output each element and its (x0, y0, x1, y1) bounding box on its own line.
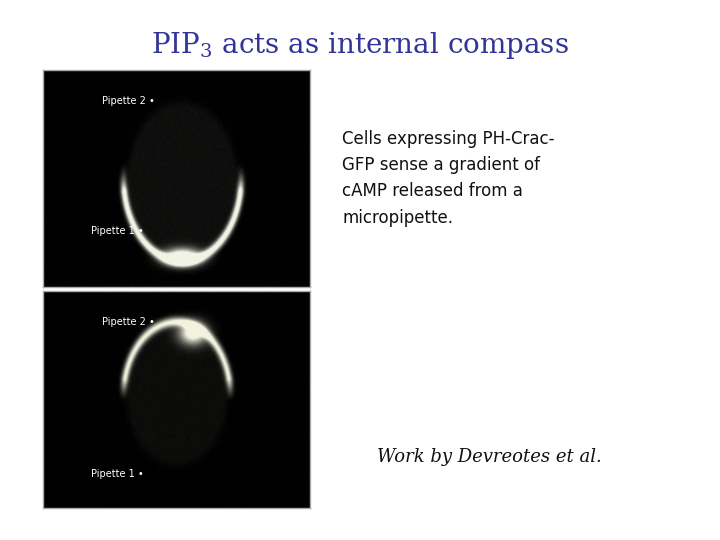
Text: Pipette 1 •: Pipette 1 • (91, 226, 144, 236)
Text: Work by Devreotes et al.: Work by Devreotes et al. (377, 448, 602, 466)
Text: Pipette 2 •: Pipette 2 • (102, 96, 155, 106)
Text: $\mathregular{PIP_3}$ acts as internal compass: $\mathregular{PIP_3}$ acts as internal c… (151, 30, 569, 60)
Text: Pipette 1 •: Pipette 1 • (91, 469, 144, 478)
Text: Cells expressing PH-Crac-
GFP sense a gradient of
cAMP released from a
micropipe: Cells expressing PH-Crac- GFP sense a gr… (342, 130, 554, 227)
Text: Pipette 2 •: Pipette 2 • (102, 317, 155, 327)
